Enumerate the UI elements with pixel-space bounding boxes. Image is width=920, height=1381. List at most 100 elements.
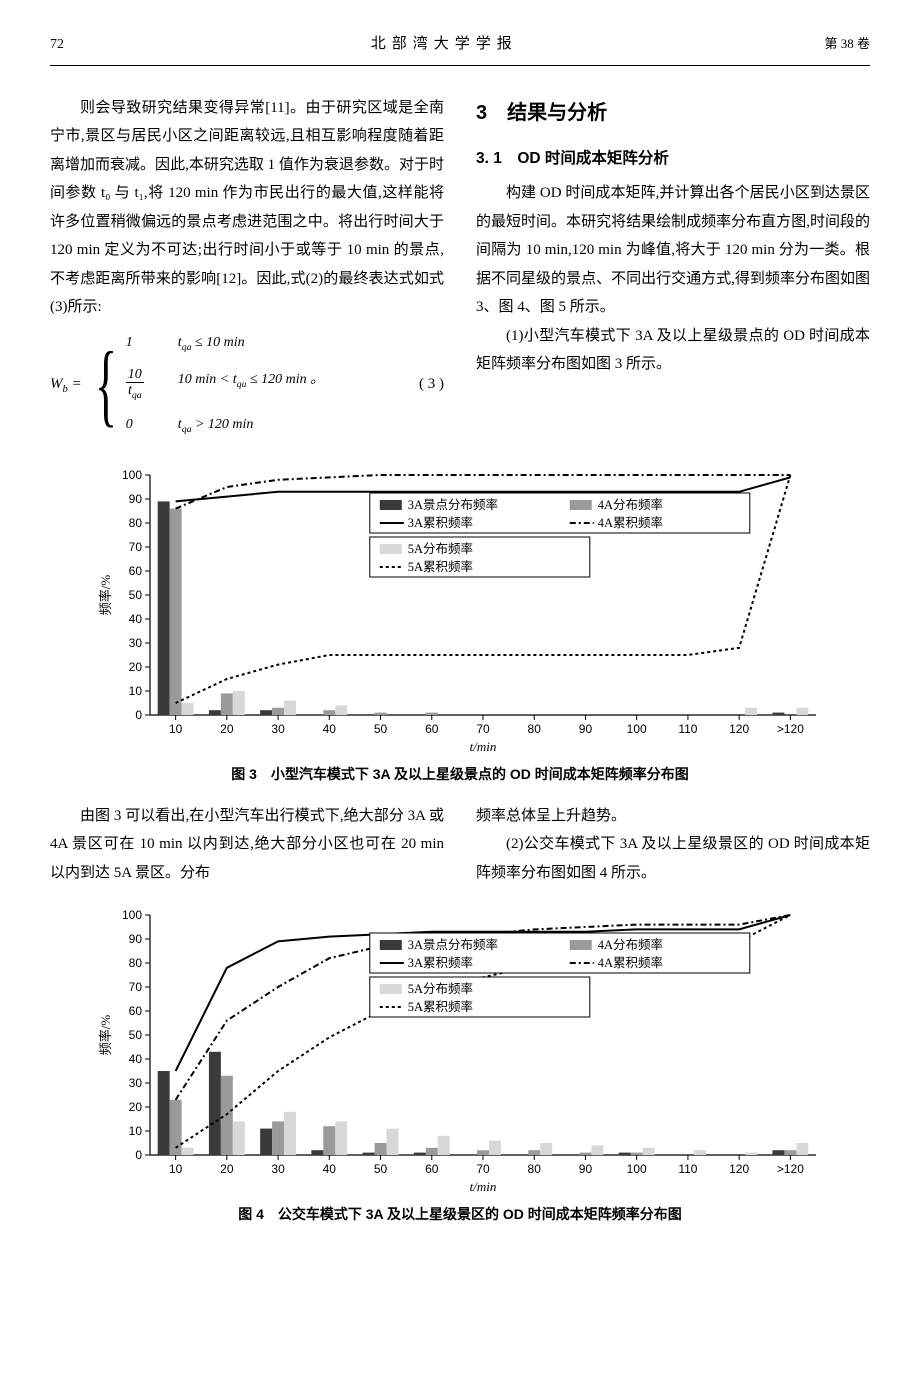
svg-text:120: 120	[729, 1162, 749, 1176]
svg-text:110: 110	[678, 722, 697, 736]
svg-text:>120: >120	[777, 722, 804, 736]
case3-cond: tqa > 120 min	[178, 412, 254, 439]
svg-text:90: 90	[129, 492, 143, 506]
svg-text:30: 30	[271, 1162, 285, 1176]
svg-text:90: 90	[579, 1162, 593, 1176]
svg-text:120: 120	[729, 722, 749, 736]
mid-right-paragraph-2: (2)公交车模式下 3A 及以上星级景区的 OD 时间成本矩阵频率分布图如图 4…	[476, 830, 870, 887]
case1-val: 1	[126, 330, 154, 357]
svg-text:40: 40	[323, 722, 337, 736]
right-paragraph-2: (1)小型汽车模式下 3A 及以上星级景点的 OD 时间成本矩阵频率分布图如图 …	[476, 322, 870, 379]
volume-label: 第 38 卷	[824, 32, 870, 57]
case3-val: 0	[126, 412, 154, 439]
svg-text:4A累积频率: 4A累积频率	[598, 515, 663, 530]
svg-text:30: 30	[129, 1076, 143, 1090]
svg-text:50: 50	[129, 1028, 143, 1042]
right-column: 3 结果与分析 3. 1 OD 时间成本矩阵分析 构建 OD 时间成本矩阵,并计…	[476, 94, 870, 448]
svg-text:5A累积频率: 5A累积频率	[408, 559, 473, 574]
svg-text:60: 60	[425, 722, 439, 736]
svg-text:0: 0	[135, 1148, 142, 1162]
equation-3: Wb = { 1 tqa ≤ 10 min 10tqa 10 min < tqa ≤…	[50, 330, 444, 440]
brace-icon: {	[95, 345, 117, 423]
svg-text:60: 60	[129, 1004, 143, 1018]
mid-left-column: 由图 3 可以看出,在小型汽车出行模式下,绝大部分 3A 或 4A 景区可在 1…	[50, 802, 444, 888]
left-column: 则会导致研究结果变得异常[11]。由于研究区域是全南宁市,景区与居民小区之间距离…	[50, 94, 444, 448]
svg-text:100: 100	[627, 1162, 647, 1176]
svg-text:5A分布频率: 5A分布频率	[408, 541, 473, 556]
svg-text:80: 80	[129, 956, 143, 970]
svg-text:100: 100	[627, 722, 647, 736]
right-paragraph-1: 构建 OD 时间成本矩阵,并计算出各个居民小区到达景区的最短时间。本研究将结果绘…	[476, 179, 870, 322]
section-title: 3 结果与分析	[476, 94, 870, 132]
mid-right-paragraph-1: 频率总体呈上升趋势。	[476, 802, 870, 831]
svg-text:3A累积频率: 3A累积频率	[408, 515, 473, 530]
svg-text:20: 20	[220, 1162, 234, 1176]
svg-text:40: 40	[129, 612, 143, 626]
svg-text:90: 90	[129, 932, 143, 946]
figure-4: 0 10 20 30 40 50 60 70 80 90 100 10 20 30 40 50 60 70 80 90…	[90, 905, 830, 1228]
svg-text:10: 10	[129, 684, 143, 698]
page-number: 72	[50, 32, 64, 59]
mid-left-paragraph: 由图 3 可以看出,在小型汽车出行模式下,绝大部分 3A 或 4A 景区可在 1…	[50, 802, 444, 888]
left-paragraph-1: 则会导致研究结果变得异常[11]。由于研究区域是全南宁市,景区与居民小区之间距离…	[50, 94, 444, 322]
case1-cond: tqa ≤ 10 min	[178, 330, 245, 357]
svg-text:4A累积频率: 4A累积频率	[598, 955, 663, 970]
svg-text:频率/%: 频率/%	[98, 1015, 113, 1056]
case2-cond: 10 min < tqa ≤ 120 min 。	[178, 367, 324, 402]
svg-text:5A累积频率: 5A累积频率	[408, 999, 473, 1014]
svg-text:60: 60	[129, 564, 143, 578]
svg-text:60: 60	[425, 1162, 439, 1176]
svg-text:20: 20	[129, 1100, 143, 1114]
page-header: 72 北部湾大学学报 第 38 卷	[50, 30, 870, 66]
subsection-title: 3. 1 OD 时间成本矩阵分析	[476, 144, 870, 173]
svg-text:5A分布频率: 5A分布频率	[408, 981, 473, 996]
svg-text:3A累积频率: 3A累积频率	[408, 955, 473, 970]
svg-text:100: 100	[122, 908, 142, 922]
svg-text:0: 0	[135, 708, 142, 722]
journal-title: 北部湾大学学报	[371, 30, 518, 59]
svg-text:3A景点分布频率: 3A景点分布频率	[408, 497, 498, 512]
eq-lhs: Wb =	[50, 370, 82, 400]
svg-text:70: 70	[476, 722, 490, 736]
svg-text:80: 80	[129, 516, 143, 530]
top-columns: 则会导致研究结果变得异常[11]。由于研究区域是全南宁市,景区与居民小区之间距离…	[50, 94, 870, 448]
svg-text:10: 10	[169, 1162, 183, 1176]
svg-text:70: 70	[476, 1162, 490, 1176]
case2-val: 10tqa	[126, 367, 154, 402]
svg-text:50: 50	[374, 722, 388, 736]
mid-right-column: 频率总体呈上升趋势。 (2)公交车模式下 3A 及以上星级景区的 OD 时间成本…	[476, 802, 870, 888]
equation-body: Wb = { 1 tqa ≤ 10 min 10tqa 10 min < tqa ≤…	[50, 330, 324, 440]
svg-text:4A分布频率: 4A分布频率	[598, 497, 663, 512]
svg-text:t/min: t/min	[470, 739, 497, 754]
svg-text:100: 100	[122, 468, 142, 482]
chart-3-svg: 0 10 20 30 40 50 60 70 80 90 100 10 20 30 40 50 60 70 80 90…	[90, 465, 830, 755]
svg-text:10: 10	[169, 722, 183, 736]
svg-text:80: 80	[528, 722, 542, 736]
figure-3-caption: 图 3 小型汽车模式下 3A 及以上星级景点的 OD 时间成本矩阵频率分布图	[90, 761, 830, 788]
svg-text:80: 80	[528, 1162, 542, 1176]
svg-text:3A景点分布频率: 3A景点分布频率	[408, 937, 498, 952]
eq-cases: 1 tqa ≤ 10 min 10tqa 10 min < tqa ≤ 120 mi…	[126, 330, 324, 440]
figure-3: 0 10 20 30 40 50 60 70 80 90 100 10 20 30 40 50 60 70 80 90…	[90, 465, 830, 788]
svg-text:10: 10	[129, 1124, 143, 1138]
svg-text:频率/%: 频率/%	[98, 575, 113, 616]
svg-text:50: 50	[129, 588, 143, 602]
svg-text:40: 40	[129, 1052, 143, 1066]
svg-text:70: 70	[129, 980, 143, 994]
mid-columns: 由图 3 可以看出,在小型汽车出行模式下,绝大部分 3A 或 4A 景区可在 1…	[50, 802, 870, 888]
svg-text:90: 90	[579, 722, 593, 736]
svg-text:30: 30	[271, 722, 285, 736]
svg-text:20: 20	[129, 660, 143, 674]
svg-text:70: 70	[129, 540, 143, 554]
svg-text:4A分布频率: 4A分布频率	[598, 937, 663, 952]
eq-number: ( 3 )	[419, 370, 444, 399]
svg-text:20: 20	[220, 722, 234, 736]
svg-text:t/min: t/min	[470, 1179, 497, 1194]
svg-text:>120: >120	[777, 1162, 804, 1176]
svg-text:50: 50	[374, 1162, 388, 1176]
chart-4-svg: 0 10 20 30 40 50 60 70 80 90 100 10 20 30 40 50 60 70 80 90…	[90, 905, 830, 1195]
svg-text:30: 30	[129, 636, 143, 650]
figure-4-caption: 图 4 公交车模式下 3A 及以上星级景区的 OD 时间成本矩阵频率分布图	[90, 1201, 830, 1228]
svg-text:40: 40	[323, 1162, 337, 1176]
svg-text:110: 110	[678, 1162, 697, 1176]
